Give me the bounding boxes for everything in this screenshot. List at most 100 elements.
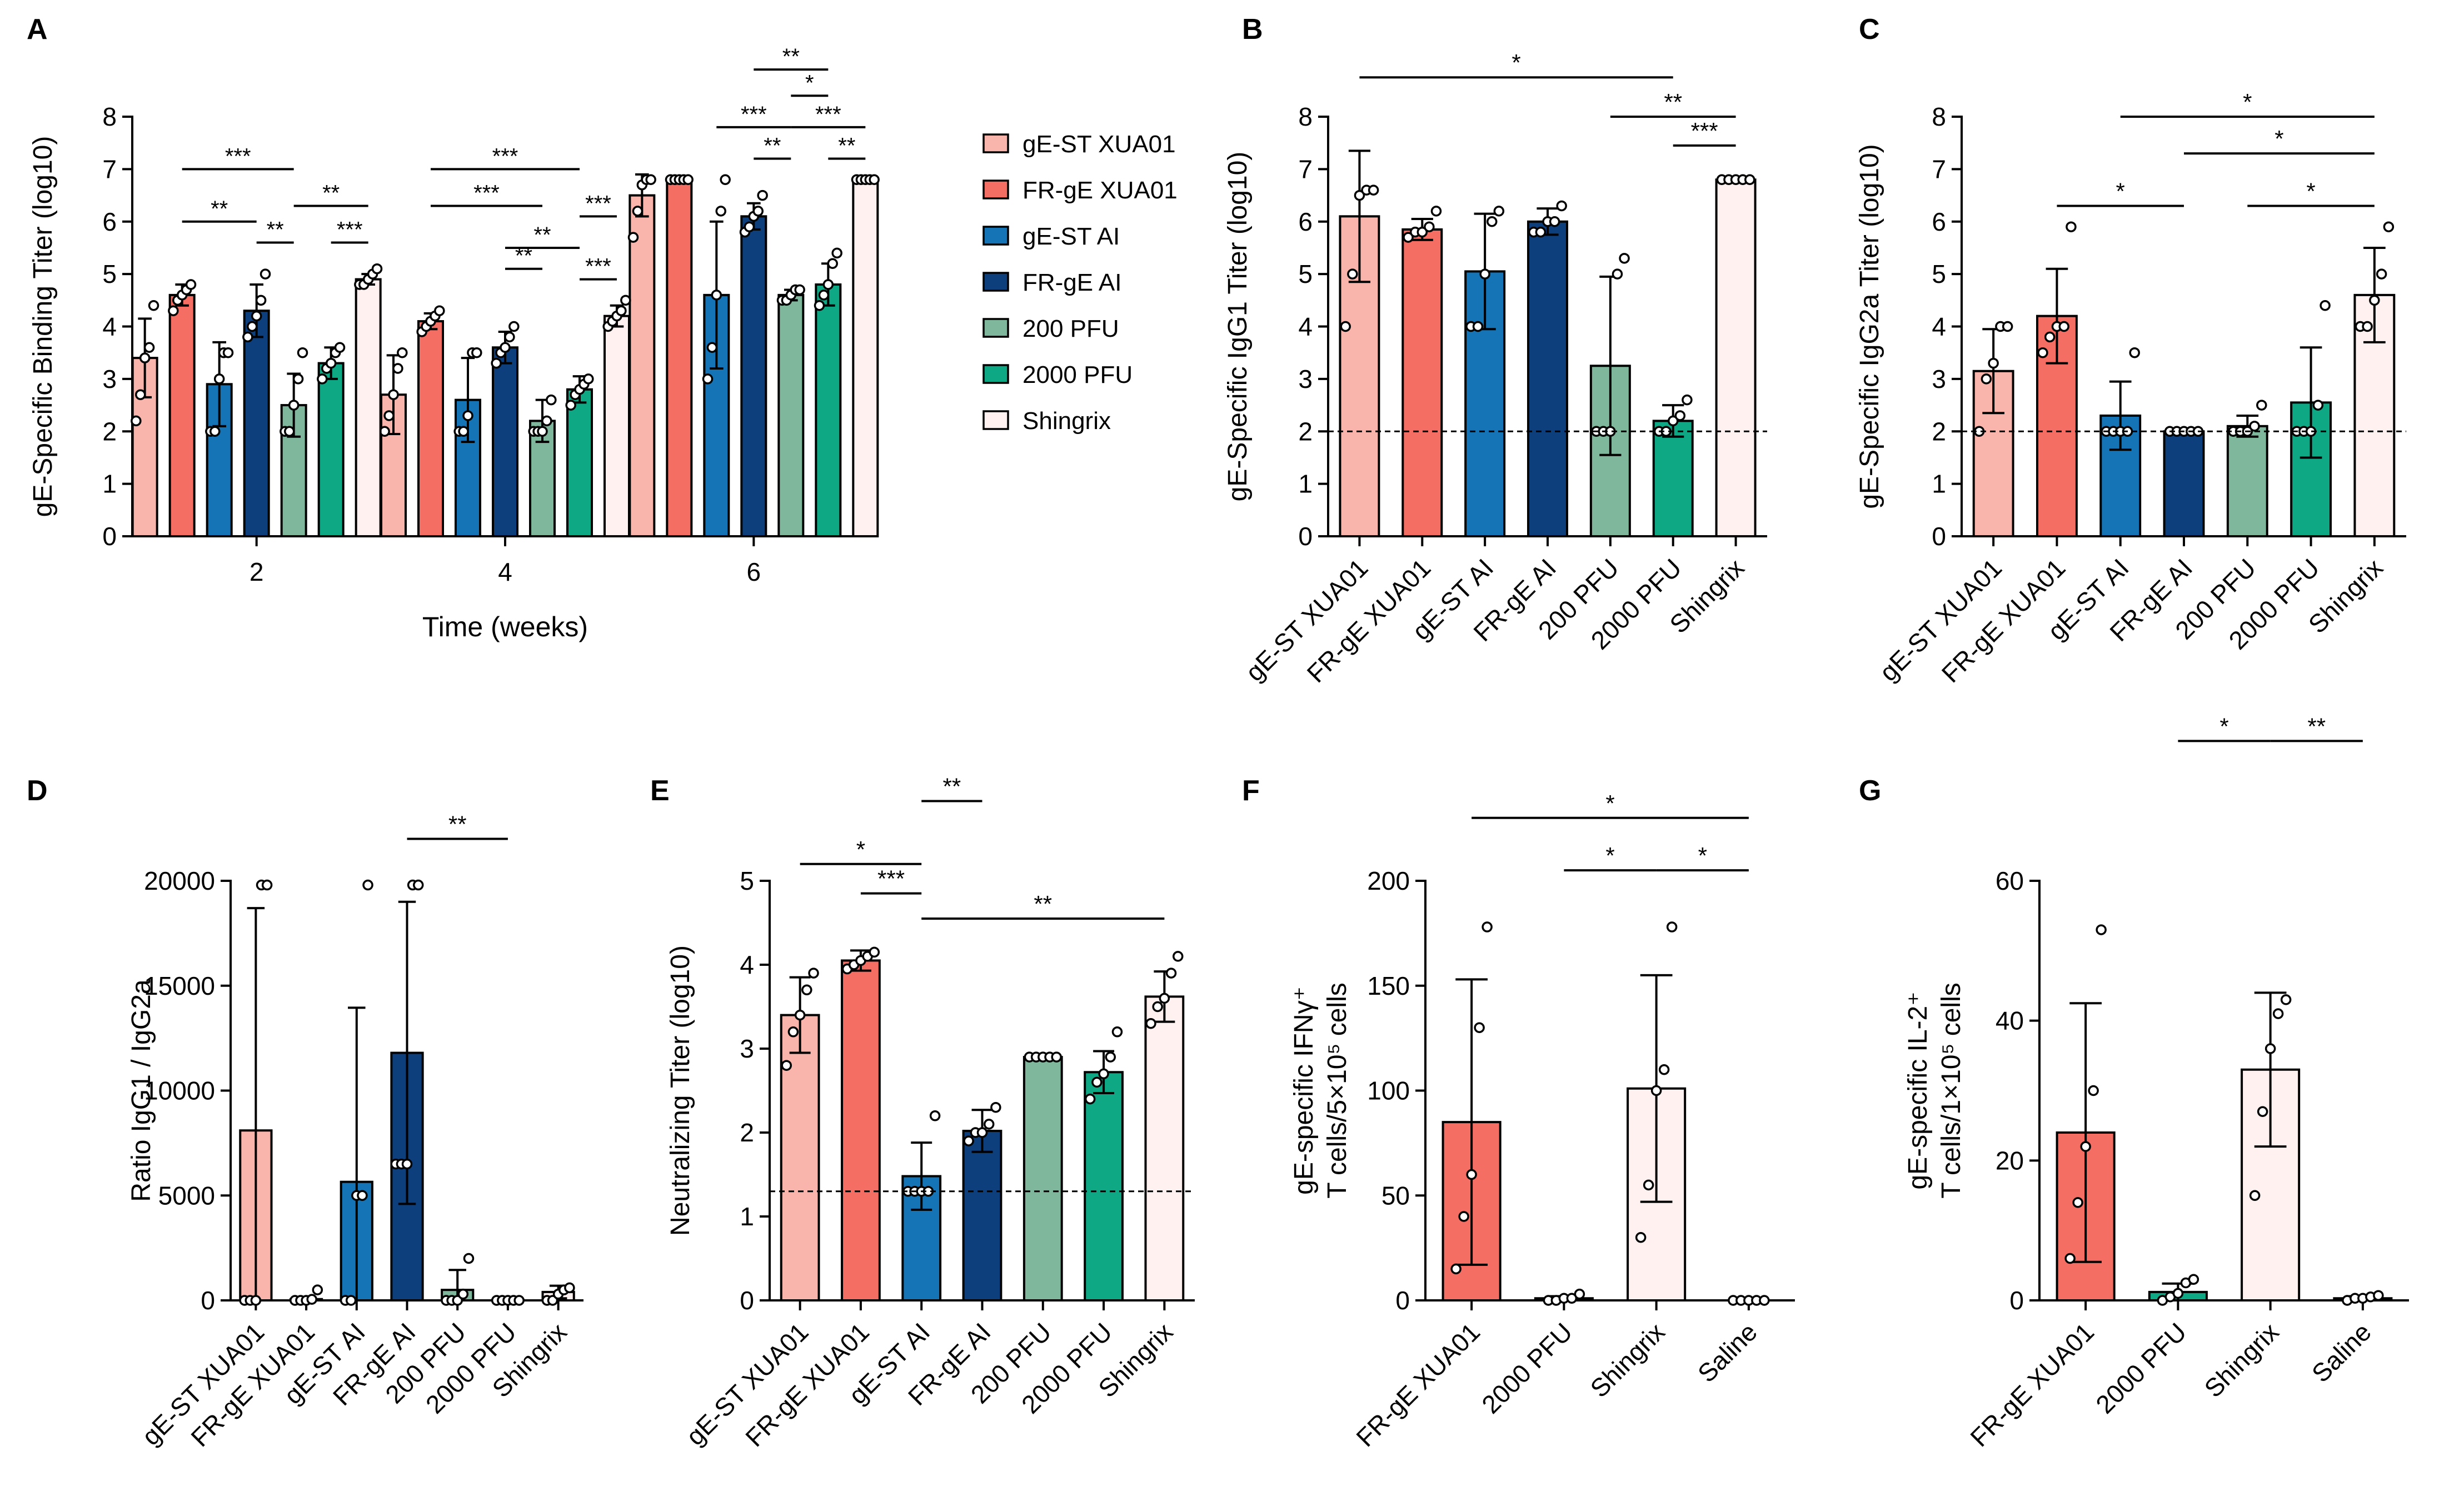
significance-label: * xyxy=(2243,89,2252,115)
legend-swatch xyxy=(982,179,1009,200)
data-point-Shingrix xyxy=(869,174,880,185)
y-tick-label: 0 xyxy=(1298,522,1313,551)
y-tick-label: 8 xyxy=(1298,102,1313,131)
bar-gE-ST AI xyxy=(455,398,481,537)
legend-label: 2000 PFU xyxy=(1022,361,1133,388)
significance-label: ** xyxy=(533,223,551,247)
bar-Shingrix xyxy=(852,178,879,537)
legend-label: gE-ST AI xyxy=(1022,223,1120,250)
bar-FR-gE XUA01 xyxy=(417,320,444,537)
data-point-gE-ST XUA01 xyxy=(392,363,403,374)
y-tick-label: 0 xyxy=(201,1286,215,1315)
data-point-FR-gE XUA01 xyxy=(2064,1253,2076,1264)
y-tick-label: 1 xyxy=(740,1202,754,1231)
data-point-FR-gE XUA01 xyxy=(1424,221,1435,232)
data-point-Shingrix xyxy=(1145,1018,1156,1029)
bar-gE-ST XUA01 xyxy=(780,1014,820,1301)
significance-label: * xyxy=(2219,713,2228,739)
significance-label: *** xyxy=(585,255,611,279)
data-point-Shingrix xyxy=(1650,1085,1662,1096)
data-point-gE-ST XUA01 xyxy=(261,879,273,891)
data-point-gE-ST AI xyxy=(362,879,373,891)
data-point-gE-ST AI xyxy=(458,426,469,437)
bar-FR-gE XUA01 xyxy=(841,959,881,1301)
data-point-Shingrix xyxy=(620,295,631,306)
y-tick-label: 0 xyxy=(2009,1286,2024,1315)
data-point-Shingrix xyxy=(1658,1064,1670,1075)
data-point-FR-gE XUA01 xyxy=(306,1294,317,1305)
data-point-2000 PFU xyxy=(1667,415,1679,427)
data-point-2000 PFU xyxy=(2188,1274,2199,1285)
data-point-gE-ST AI xyxy=(2129,347,2140,358)
data-point-gE-ST AI xyxy=(222,347,234,358)
bar-FR-gE AI xyxy=(492,346,518,537)
significance-label: *** xyxy=(473,181,500,205)
significance-label: * xyxy=(1698,842,1707,869)
data-point-gE-ST XUA01 xyxy=(2002,321,2013,332)
data-point-gE-ST XUA01 xyxy=(632,206,644,217)
y-tick-label: 0 xyxy=(102,522,117,551)
bar-gE-ST XUA01 xyxy=(629,194,656,537)
data-point-FR-gE XUA01 xyxy=(1474,1022,1485,1033)
data-point-FR-gE AI xyxy=(990,1101,1001,1113)
bar-2000 PFU xyxy=(1084,1071,1124,1302)
data-point-2000 PFU xyxy=(513,1295,525,1306)
legend-swatch xyxy=(982,318,1009,338)
data-point-Shingrix xyxy=(2280,994,2292,1005)
data-point-Shingrix xyxy=(1165,968,1177,979)
y-tick-label: 15000 xyxy=(144,971,215,1000)
data-point-Shingrix xyxy=(616,305,627,316)
data-point-gE-ST XUA01 xyxy=(1988,357,1999,369)
data-point-2000 PFU xyxy=(1682,394,1693,406)
data-point-Shingrix xyxy=(2249,1190,2261,1201)
significance-label: * xyxy=(1512,49,1520,76)
y-tick-label: 0 xyxy=(1395,1286,1410,1315)
data-point-gE-ST XUA01 xyxy=(139,352,151,363)
data-point-gE-ST AI xyxy=(720,174,731,185)
data-point-gE-ST AI xyxy=(1479,268,1490,280)
data-point-gE-ST AI xyxy=(1472,321,1484,332)
significance-label: ** xyxy=(267,218,284,242)
significance-label: ** xyxy=(1664,89,1682,115)
data-point-2000 PFU xyxy=(334,342,346,353)
data-point-FR-gE AI xyxy=(500,342,511,353)
bar-FR-gE XUA01 xyxy=(168,293,196,537)
data-point-Saline xyxy=(1759,1295,1770,1306)
significance-label: ** xyxy=(211,197,228,221)
y-tick-label: 150 xyxy=(1367,971,1410,1000)
data-point-Shingrix xyxy=(1635,1232,1647,1243)
y-tick-label: 6 xyxy=(1932,207,1946,236)
y-tick-label: 3 xyxy=(102,365,117,393)
y-tick-label: 6 xyxy=(102,207,117,236)
bar-200 PFU xyxy=(777,293,805,537)
data-point-2000 PFU xyxy=(1111,1026,1123,1038)
significance-label: * xyxy=(805,71,814,95)
data-point-Shingrix xyxy=(1744,174,1755,185)
data-point-gE-ST XUA01 xyxy=(627,232,639,243)
panel-label-F: F xyxy=(1242,775,1260,807)
data-point-2000 PFU xyxy=(325,357,337,369)
data-point-FR-gE AI xyxy=(963,1135,974,1146)
data-point-FR-gE AI xyxy=(491,357,502,369)
data-point-gE-ST AI xyxy=(462,410,473,421)
data-point-gE-ST AI xyxy=(702,373,714,385)
legend-swatch xyxy=(982,364,1009,384)
y-tick-label: 1 xyxy=(1298,470,1313,498)
data-point-gE-ST XUA01 xyxy=(383,410,395,421)
data-point-2000 PFU xyxy=(827,258,839,269)
data-point-gE-ST XUA01 xyxy=(1354,190,1365,201)
significance-label: * xyxy=(2306,178,2315,204)
data-point-FR-gE XUA01 xyxy=(2096,924,2107,935)
legend-swatch xyxy=(982,133,1009,153)
data-point-2000 PFU xyxy=(1674,410,1686,421)
significance-label: * xyxy=(2116,178,2125,204)
data-point-FR-gE XUA01 xyxy=(1403,232,1414,243)
y-tick-label: 1 xyxy=(1932,470,1946,498)
data-point-Shingrix xyxy=(1172,951,1184,962)
x-tick-label: 6 xyxy=(747,557,761,586)
x-tick-label: Saline xyxy=(2306,1317,2377,1388)
data-point-FR-gE XUA01 xyxy=(1430,206,1442,217)
significance-label: *** xyxy=(492,144,518,168)
x-tick-label: Shingrix xyxy=(2198,1317,2284,1403)
data-point-2000 PFU xyxy=(2320,300,2331,311)
